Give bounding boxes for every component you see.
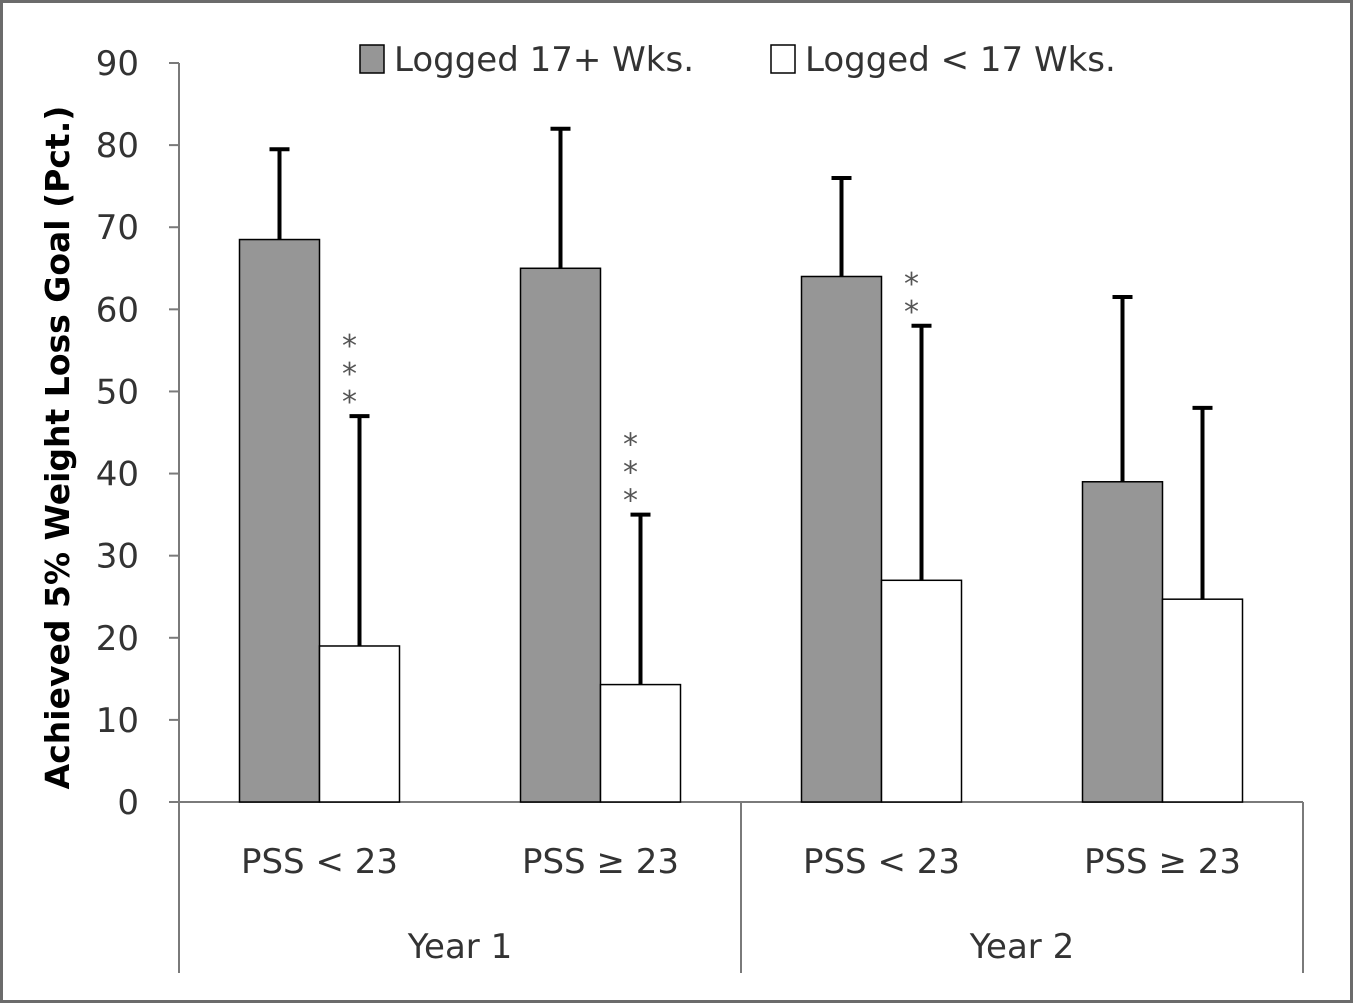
legend: Logged 17+ Wks. Logged < 17 Wks. bbox=[359, 40, 1116, 80]
category-label: PSS < 23 bbox=[803, 842, 960, 882]
asterisk: * bbox=[342, 357, 357, 392]
legend-swatch bbox=[770, 44, 796, 74]
y-tick-label: 0 bbox=[117, 783, 139, 823]
group-label: Year 1 bbox=[407, 927, 512, 967]
significance-marker: ** bbox=[904, 267, 919, 330]
significance-marker: *** bbox=[342, 329, 357, 420]
bar-chart: 0 10 20 30 40 50 60 70 80 90 Achieved 5% Weight Lo… bbox=[38, 40, 1304, 973]
y-tick-label: 10 bbox=[96, 701, 139, 741]
bar-logged-17-plus bbox=[519, 267, 602, 803]
category-label: PSS ≥ 23 bbox=[522, 842, 679, 882]
y-tick-label: 70 bbox=[96, 208, 139, 248]
y-axis-title: Achieved 5% Weight Loss Goal (Pct.) bbox=[38, 106, 77, 790]
bar-logged-17-plus bbox=[238, 238, 321, 803]
bar-logged-under-17 bbox=[599, 683, 682, 803]
y-tick-label: 40 bbox=[96, 455, 139, 495]
legend-swatch bbox=[359, 44, 385, 74]
y-tick-label: 50 bbox=[96, 372, 139, 412]
asterisk: * bbox=[904, 267, 919, 302]
category-label: PSS ≥ 23 bbox=[1084, 842, 1241, 882]
bar-logged-17-plus bbox=[1081, 481, 1164, 803]
asterisk: * bbox=[342, 329, 357, 364]
group-label: Year 2 bbox=[969, 927, 1074, 967]
bars-layer bbox=[238, 238, 1244, 803]
y-tick-label: 30 bbox=[96, 537, 139, 577]
y-tick-label: 80 bbox=[96, 126, 139, 166]
y-tick-label: 20 bbox=[96, 619, 139, 659]
y-tick-label: 60 bbox=[96, 290, 139, 330]
bar-logged-under-17 bbox=[1161, 598, 1244, 803]
asterisk: * bbox=[623, 484, 638, 519]
y-tick-label: 90 bbox=[96, 44, 139, 84]
legend-label: Logged < 17 Wks. bbox=[805, 40, 1116, 80]
legend-label: Logged 17+ Wks. bbox=[394, 40, 694, 80]
significance-marker: *** bbox=[623, 428, 638, 519]
bar-logged-under-17 bbox=[318, 645, 401, 803]
asterisk: * bbox=[904, 295, 919, 330]
error-bars-layer bbox=[269, 126, 1213, 685]
asterisk: * bbox=[623, 428, 638, 463]
bar-logged-under-17 bbox=[880, 579, 963, 803]
bar-logged-17-plus bbox=[800, 275, 883, 803]
asterisk: * bbox=[623, 456, 638, 491]
labels-layer: 0 10 20 30 40 50 60 70 80 90 Achieved 5% Weight Lo… bbox=[38, 44, 1241, 967]
asterisk: * bbox=[342, 385, 357, 420]
category-label: PSS < 23 bbox=[241, 842, 398, 882]
